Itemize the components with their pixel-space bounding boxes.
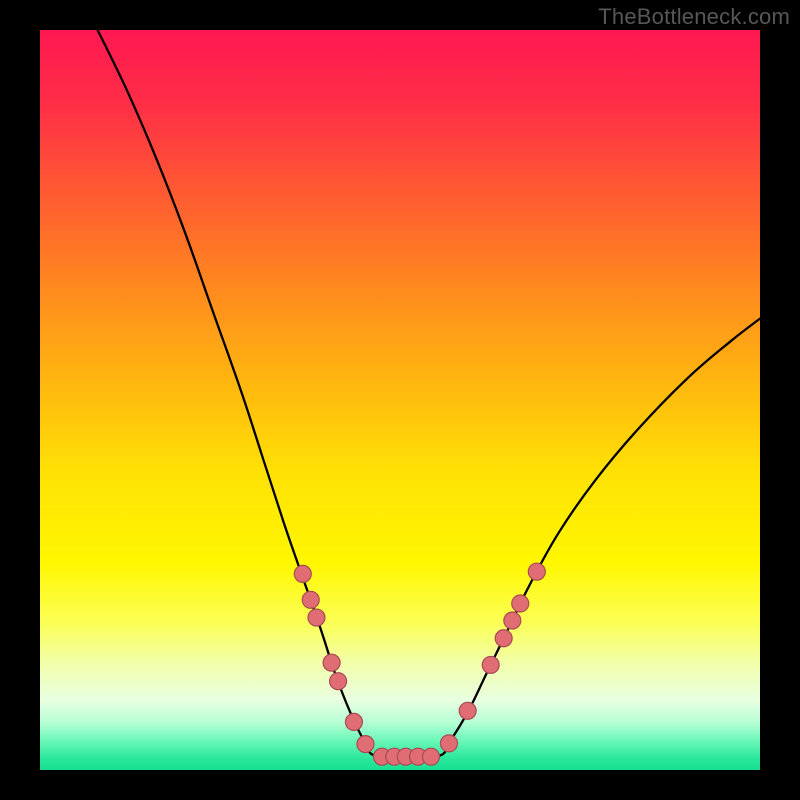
data-marker [482, 656, 499, 673]
data-marker [512, 595, 529, 612]
data-marker [294, 565, 311, 582]
data-marker [302, 591, 319, 608]
data-marker [528, 563, 545, 580]
bottleneck-chart [0, 0, 800, 800]
chart-container: TheBottleneck.com [0, 0, 800, 800]
data-marker [345, 713, 362, 730]
data-marker [323, 654, 340, 671]
data-marker [330, 673, 347, 690]
data-marker [357, 736, 374, 753]
data-marker [440, 735, 457, 752]
data-marker [459, 702, 476, 719]
data-marker [495, 630, 512, 647]
data-marker [422, 748, 439, 765]
data-marker [308, 609, 325, 626]
data-marker [504, 612, 521, 629]
